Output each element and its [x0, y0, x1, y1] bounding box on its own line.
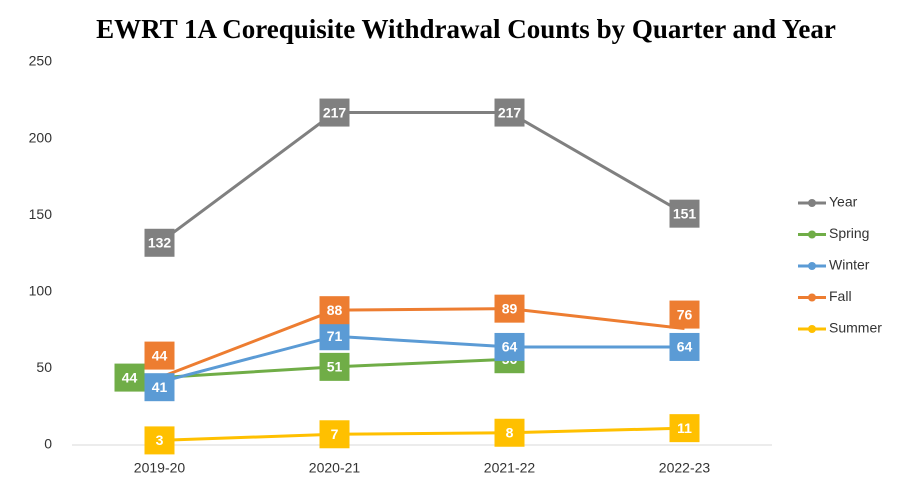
data-label-box	[669, 414, 700, 443]
data-label: 7	[319, 420, 350, 449]
data-label-box	[319, 98, 350, 127]
data-label: 71	[319, 322, 350, 351]
legend-marker	[808, 293, 816, 302]
data-label-box	[114, 363, 145, 392]
data-label-text: 7	[331, 426, 339, 442]
legend-marker	[808, 199, 816, 207]
series-line	[158, 111, 686, 244]
legend-marker	[808, 262, 816, 270]
data-label: 151	[669, 199, 700, 228]
x-tick-label: 2022-23	[659, 460, 711, 476]
data-label-text: 44	[152, 347, 168, 363]
data-label-text: 76	[677, 306, 693, 322]
data-label-text: 11	[677, 420, 692, 436]
y-tick-label: 200	[29, 129, 53, 145]
data-label-text: 151	[673, 205, 697, 221]
series-line	[158, 307, 685, 379]
data-label-box	[319, 296, 350, 325]
data-label-text: 217	[323, 104, 347, 120]
data-label-box	[319, 322, 350, 351]
data-label-box	[669, 300, 700, 329]
y-tick-label: 0	[44, 436, 52, 452]
y-tick-label: 150	[29, 206, 53, 222]
data-label-text: 88	[327, 302, 343, 318]
x-tick-label: 2021-22	[484, 460, 536, 476]
data-label: 88	[319, 296, 350, 325]
data-label-box	[494, 418, 525, 447]
legend-label: Winter	[829, 257, 870, 273]
data-label: 41	[144, 373, 175, 402]
data-label: 44	[144, 341, 175, 370]
data-label-text: 64	[502, 339, 518, 355]
data-label: 11	[669, 414, 700, 443]
data-label-text: 3	[156, 432, 164, 448]
data-label-box	[669, 332, 700, 361]
data-label-text: 217	[498, 104, 522, 120]
data-label-text: 71	[327, 328, 343, 344]
data-label: 64	[494, 332, 525, 361]
data-label: 8	[494, 418, 525, 447]
y-tick-label: 250	[29, 53, 53, 69]
legend-label: Year	[829, 194, 858, 210]
data-label-box	[144, 341, 175, 370]
data-label-text: 132	[148, 234, 172, 250]
data-label-box	[319, 352, 350, 381]
data-label-text: 64	[677, 339, 693, 355]
data-label-box	[494, 294, 525, 323]
data-label: 89	[494, 294, 525, 323]
data-label-box	[144, 426, 175, 455]
data-label-text: 8	[506, 424, 514, 440]
data-label: 64	[669, 332, 700, 361]
data-label: 3	[144, 426, 175, 455]
data-label-text: 44	[122, 369, 138, 385]
data-label-text: 51	[327, 359, 343, 375]
data-label-box	[669, 199, 700, 228]
data-label: 44	[114, 363, 145, 392]
series-line	[159, 334, 685, 384]
data-label-box	[319, 420, 350, 449]
legend-label: Fall	[829, 288, 852, 304]
chart-title: EWRT 1A Corequisite Withdrawal Counts by…	[96, 14, 836, 44]
data-label: 132	[144, 228, 175, 257]
data-label: 217	[319, 98, 350, 127]
legend-label: Summer	[829, 320, 882, 336]
data-label-text: 41	[152, 379, 168, 395]
data-label-box	[144, 373, 175, 402]
y-tick-label: 50	[36, 359, 52, 375]
x-tick-label: 2020-21	[309, 460, 361, 476]
legend-marker	[808, 325, 816, 333]
data-label: 51	[319, 352, 350, 381]
data-label: 217	[494, 98, 525, 127]
legend-label: Spring	[829, 225, 869, 241]
data-label-box	[494, 332, 525, 361]
data-label: 76	[669, 300, 700, 329]
data-label-box	[494, 98, 525, 127]
series-line	[159, 426, 685, 442]
y-tick-label: 100	[29, 283, 53, 299]
legend-marker	[808, 230, 816, 239]
x-tick-label: 2019-20	[134, 460, 186, 476]
data-label-box	[144, 228, 175, 257]
data-label-text: 89	[502, 300, 518, 316]
